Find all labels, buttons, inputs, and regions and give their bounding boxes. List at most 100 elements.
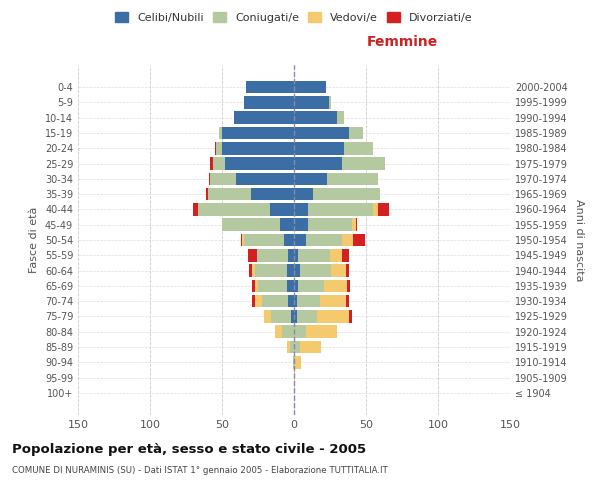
Bar xyxy=(290,340,294,353)
Bar xyxy=(262,295,288,308)
Bar xyxy=(337,112,344,124)
Bar xyxy=(305,326,337,338)
Y-axis label: Fasce di età: Fasce di età xyxy=(29,207,39,273)
Bar xyxy=(269,203,294,215)
Bar xyxy=(264,310,271,322)
Bar xyxy=(206,188,208,200)
Bar xyxy=(356,218,358,231)
Bar xyxy=(294,112,337,124)
Bar xyxy=(294,372,295,384)
Bar xyxy=(287,280,294,292)
Bar xyxy=(247,81,294,94)
Bar xyxy=(294,249,298,262)
Bar xyxy=(288,295,294,308)
Bar xyxy=(222,142,294,154)
Bar xyxy=(298,280,324,292)
Bar xyxy=(219,127,222,140)
Bar xyxy=(244,234,284,246)
Bar xyxy=(352,218,356,231)
Bar xyxy=(300,340,322,353)
Bar xyxy=(300,264,331,277)
Bar xyxy=(242,234,244,246)
Bar xyxy=(330,249,341,262)
Bar xyxy=(244,96,294,108)
Bar xyxy=(222,127,294,140)
Bar xyxy=(208,188,251,200)
Bar xyxy=(294,203,308,215)
Bar xyxy=(294,295,297,308)
Bar xyxy=(214,158,225,170)
Bar xyxy=(297,310,317,322)
Bar xyxy=(294,326,305,338)
Bar xyxy=(211,172,236,185)
Bar xyxy=(294,188,313,200)
Bar xyxy=(346,264,349,277)
Bar xyxy=(271,310,291,322)
Bar xyxy=(283,326,294,338)
Bar xyxy=(211,158,214,170)
Bar xyxy=(294,142,344,154)
Bar xyxy=(215,142,216,154)
Bar xyxy=(297,295,320,308)
Bar xyxy=(225,158,294,170)
Bar xyxy=(294,172,327,185)
Bar xyxy=(294,280,298,292)
Legend: Celibi/Nubili, Coniugati/e, Vedovi/e, Divorziati/e: Celibi/Nubili, Coniugati/e, Vedovi/e, Di… xyxy=(111,8,477,28)
Text: Femmine: Femmine xyxy=(367,35,437,49)
Bar xyxy=(294,158,341,170)
Bar xyxy=(294,340,300,353)
Bar xyxy=(349,127,363,140)
Bar xyxy=(341,249,349,262)
Bar xyxy=(284,234,294,246)
Bar xyxy=(324,280,347,292)
Bar xyxy=(294,218,308,231)
Bar xyxy=(252,264,255,277)
Bar xyxy=(248,249,257,262)
Bar xyxy=(288,249,294,262)
Bar xyxy=(294,356,295,368)
Bar xyxy=(287,340,290,353)
Bar xyxy=(294,234,305,246)
Bar xyxy=(255,264,287,277)
Bar xyxy=(305,234,341,246)
Bar xyxy=(344,142,373,154)
Bar xyxy=(346,295,349,308)
Bar xyxy=(313,188,380,200)
Bar xyxy=(252,295,255,308)
Bar xyxy=(250,264,252,277)
Bar xyxy=(216,142,222,154)
Bar xyxy=(275,326,283,338)
Bar xyxy=(293,356,294,368)
Bar xyxy=(347,280,350,292)
Bar xyxy=(197,203,269,215)
Bar xyxy=(294,96,329,108)
Bar xyxy=(294,310,297,322)
Y-axis label: Anni di nascita: Anni di nascita xyxy=(574,198,584,281)
Text: Popolazione per età, sesso e stato civile - 2005: Popolazione per età, sesso e stato civil… xyxy=(12,442,366,456)
Bar xyxy=(308,218,352,231)
Bar xyxy=(251,188,294,200)
Bar xyxy=(280,218,294,231)
Bar xyxy=(294,81,326,94)
Bar xyxy=(252,280,255,292)
Bar xyxy=(331,264,346,277)
Bar xyxy=(353,234,365,246)
Bar xyxy=(341,234,353,246)
Text: COMUNE DI NURAMINIS (SU) - Dati ISTAT 1° gennaio 2005 - Elaborazione TUTTITALIA.: COMUNE DI NURAMINIS (SU) - Dati ISTAT 1°… xyxy=(12,466,388,475)
Bar xyxy=(341,158,385,170)
Bar xyxy=(257,249,288,262)
Bar xyxy=(233,112,294,124)
Bar xyxy=(294,264,300,277)
Bar xyxy=(349,310,352,322)
Bar xyxy=(320,295,346,308)
Bar xyxy=(317,310,349,322)
Bar xyxy=(308,203,373,215)
Bar xyxy=(329,96,331,108)
Bar xyxy=(287,264,294,277)
Bar xyxy=(236,172,294,185)
Bar xyxy=(193,203,197,215)
Bar xyxy=(222,218,280,231)
Bar xyxy=(298,249,330,262)
Bar xyxy=(294,127,349,140)
Bar xyxy=(258,280,287,292)
